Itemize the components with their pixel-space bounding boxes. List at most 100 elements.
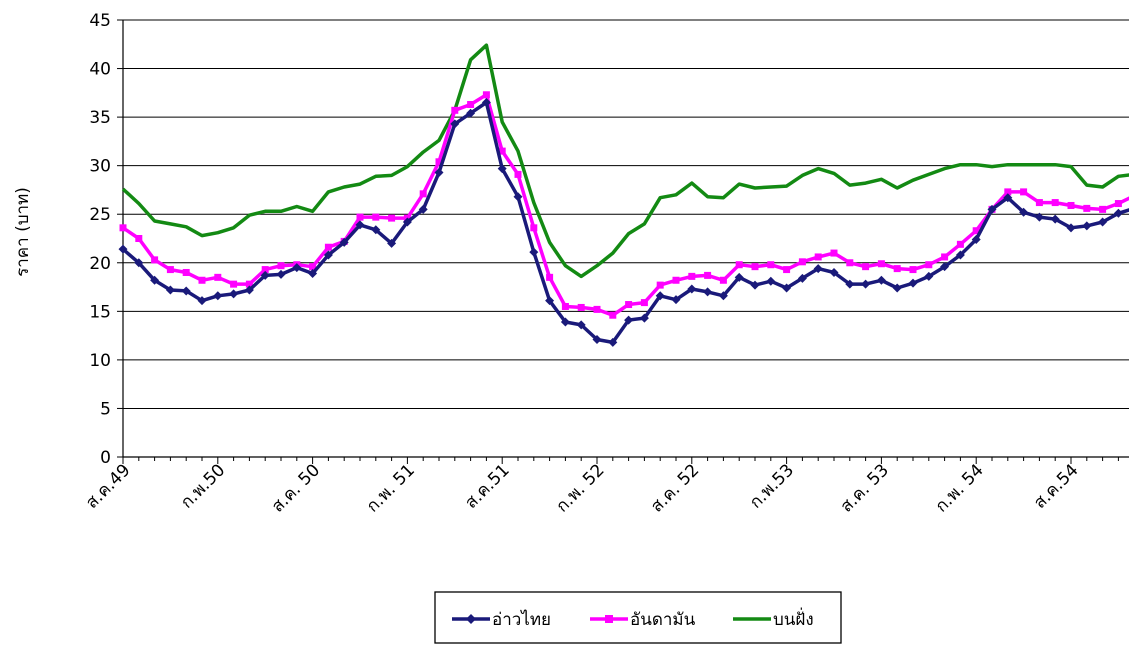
y-tick-label: 5: [100, 399, 111, 419]
data-point: [388, 214, 396, 222]
data-point: [467, 100, 475, 108]
data-point: [229, 289, 239, 299]
data-point: [323, 250, 333, 260]
data-point: [151, 256, 159, 264]
data-point: [576, 320, 586, 330]
data-point: [402, 217, 412, 227]
data-point: [751, 263, 759, 271]
data-point: [625, 301, 633, 309]
data-point: [688, 272, 696, 280]
data-point: [608, 337, 618, 347]
data-point: [846, 259, 854, 267]
data-point: [719, 276, 727, 284]
data-point: [166, 266, 174, 274]
data-point: [1067, 201, 1075, 209]
data-point: [750, 280, 760, 290]
legend-label: อันดามัน: [630, 610, 696, 630]
data-point: [782, 283, 792, 293]
y-tick-label: 20: [89, 254, 111, 274]
data-point: [561, 302, 569, 310]
x-tick-label: ส.ค.51: [461, 460, 513, 512]
x-tick-label: ส.ค. 52: [647, 460, 703, 516]
legend-label: อ่าวไทย: [492, 609, 551, 630]
data-point: [498, 147, 506, 155]
data-point: [356, 213, 364, 221]
data-point: [703, 287, 713, 297]
axes: [122, 20, 1129, 464]
x-tick-labels: ส.ค.49 ก.พ.50 ส.ค. 50 ก.พ. 51 ส.ค.51 ก.พ. 52 ส…: [82, 460, 1082, 516]
x-tick-label: ส.ค.54: [1030, 460, 1082, 512]
data-point: [355, 220, 365, 230]
data-point: [971, 234, 981, 244]
data-point: [734, 272, 744, 282]
series: [118, 43, 1129, 347]
data-point: [783, 266, 791, 274]
data-point: [1098, 217, 1108, 227]
data-point: [276, 269, 286, 279]
data-point: [877, 260, 885, 268]
data-point: [118, 244, 128, 254]
y-axis-title: ราคา (บาท): [13, 187, 33, 277]
legend-item: อันดามัน: [590, 610, 696, 630]
legend-label: บนฝั่ง: [773, 607, 814, 630]
data-point: [466, 108, 476, 118]
data-point: [434, 167, 444, 177]
x-tick-label: ก.พ.50: [177, 460, 229, 512]
data-point: [893, 265, 901, 273]
data-point: [119, 224, 127, 232]
data-point: [497, 164, 507, 174]
data-point: [956, 240, 964, 248]
data-point: [261, 266, 269, 274]
data-point: [1113, 208, 1123, 218]
data-point: [165, 285, 175, 295]
data-point: [150, 275, 160, 285]
series-line: [121, 43, 1129, 279]
data-point: [940, 262, 950, 272]
data-point: [387, 238, 397, 248]
data-point: [481, 98, 491, 108]
data-point: [814, 253, 822, 261]
data-point: [987, 204, 997, 214]
data-point: [245, 280, 253, 288]
data-point: [1083, 204, 1091, 212]
data-point: [655, 291, 665, 301]
series-1: [119, 91, 1129, 319]
data-point: [672, 276, 680, 284]
x-tick-label: ก.พ. 54: [932, 460, 988, 516]
data-point: [908, 278, 918, 288]
data-point: [640, 299, 648, 307]
data-point: [482, 91, 490, 99]
data-point: [292, 263, 302, 273]
y-tick-label: 25: [89, 205, 111, 225]
legend-swatch-marker: [466, 614, 476, 624]
data-point: [181, 286, 191, 296]
data-point: [593, 305, 601, 313]
data-point: [1051, 199, 1059, 207]
data-point: [214, 273, 222, 281]
data-point: [1035, 199, 1043, 207]
legend-swatch-marker: [605, 615, 613, 623]
data-point: [371, 225, 381, 235]
data-point: [198, 276, 206, 284]
data-point: [925, 261, 933, 269]
legend-item: บนฝั่ง: [733, 607, 814, 630]
x-tick-label: ก.พ.53: [746, 460, 798, 512]
data-point: [718, 291, 728, 301]
data-point: [955, 250, 965, 260]
data-point: [260, 270, 270, 280]
data-point: [514, 170, 522, 178]
data-point: [639, 313, 649, 323]
data-point: [182, 268, 190, 276]
data-point: [830, 249, 838, 257]
data-point: [766, 276, 776, 286]
data-point: [419, 190, 427, 198]
y-tick-label: 15: [89, 302, 111, 322]
data-point: [829, 267, 839, 277]
data-point: [577, 303, 585, 311]
data-point: [1003, 193, 1013, 203]
series-2: [121, 43, 1129, 279]
data-point: [797, 273, 807, 283]
data-point: [892, 283, 902, 293]
data-point: [372, 213, 380, 221]
